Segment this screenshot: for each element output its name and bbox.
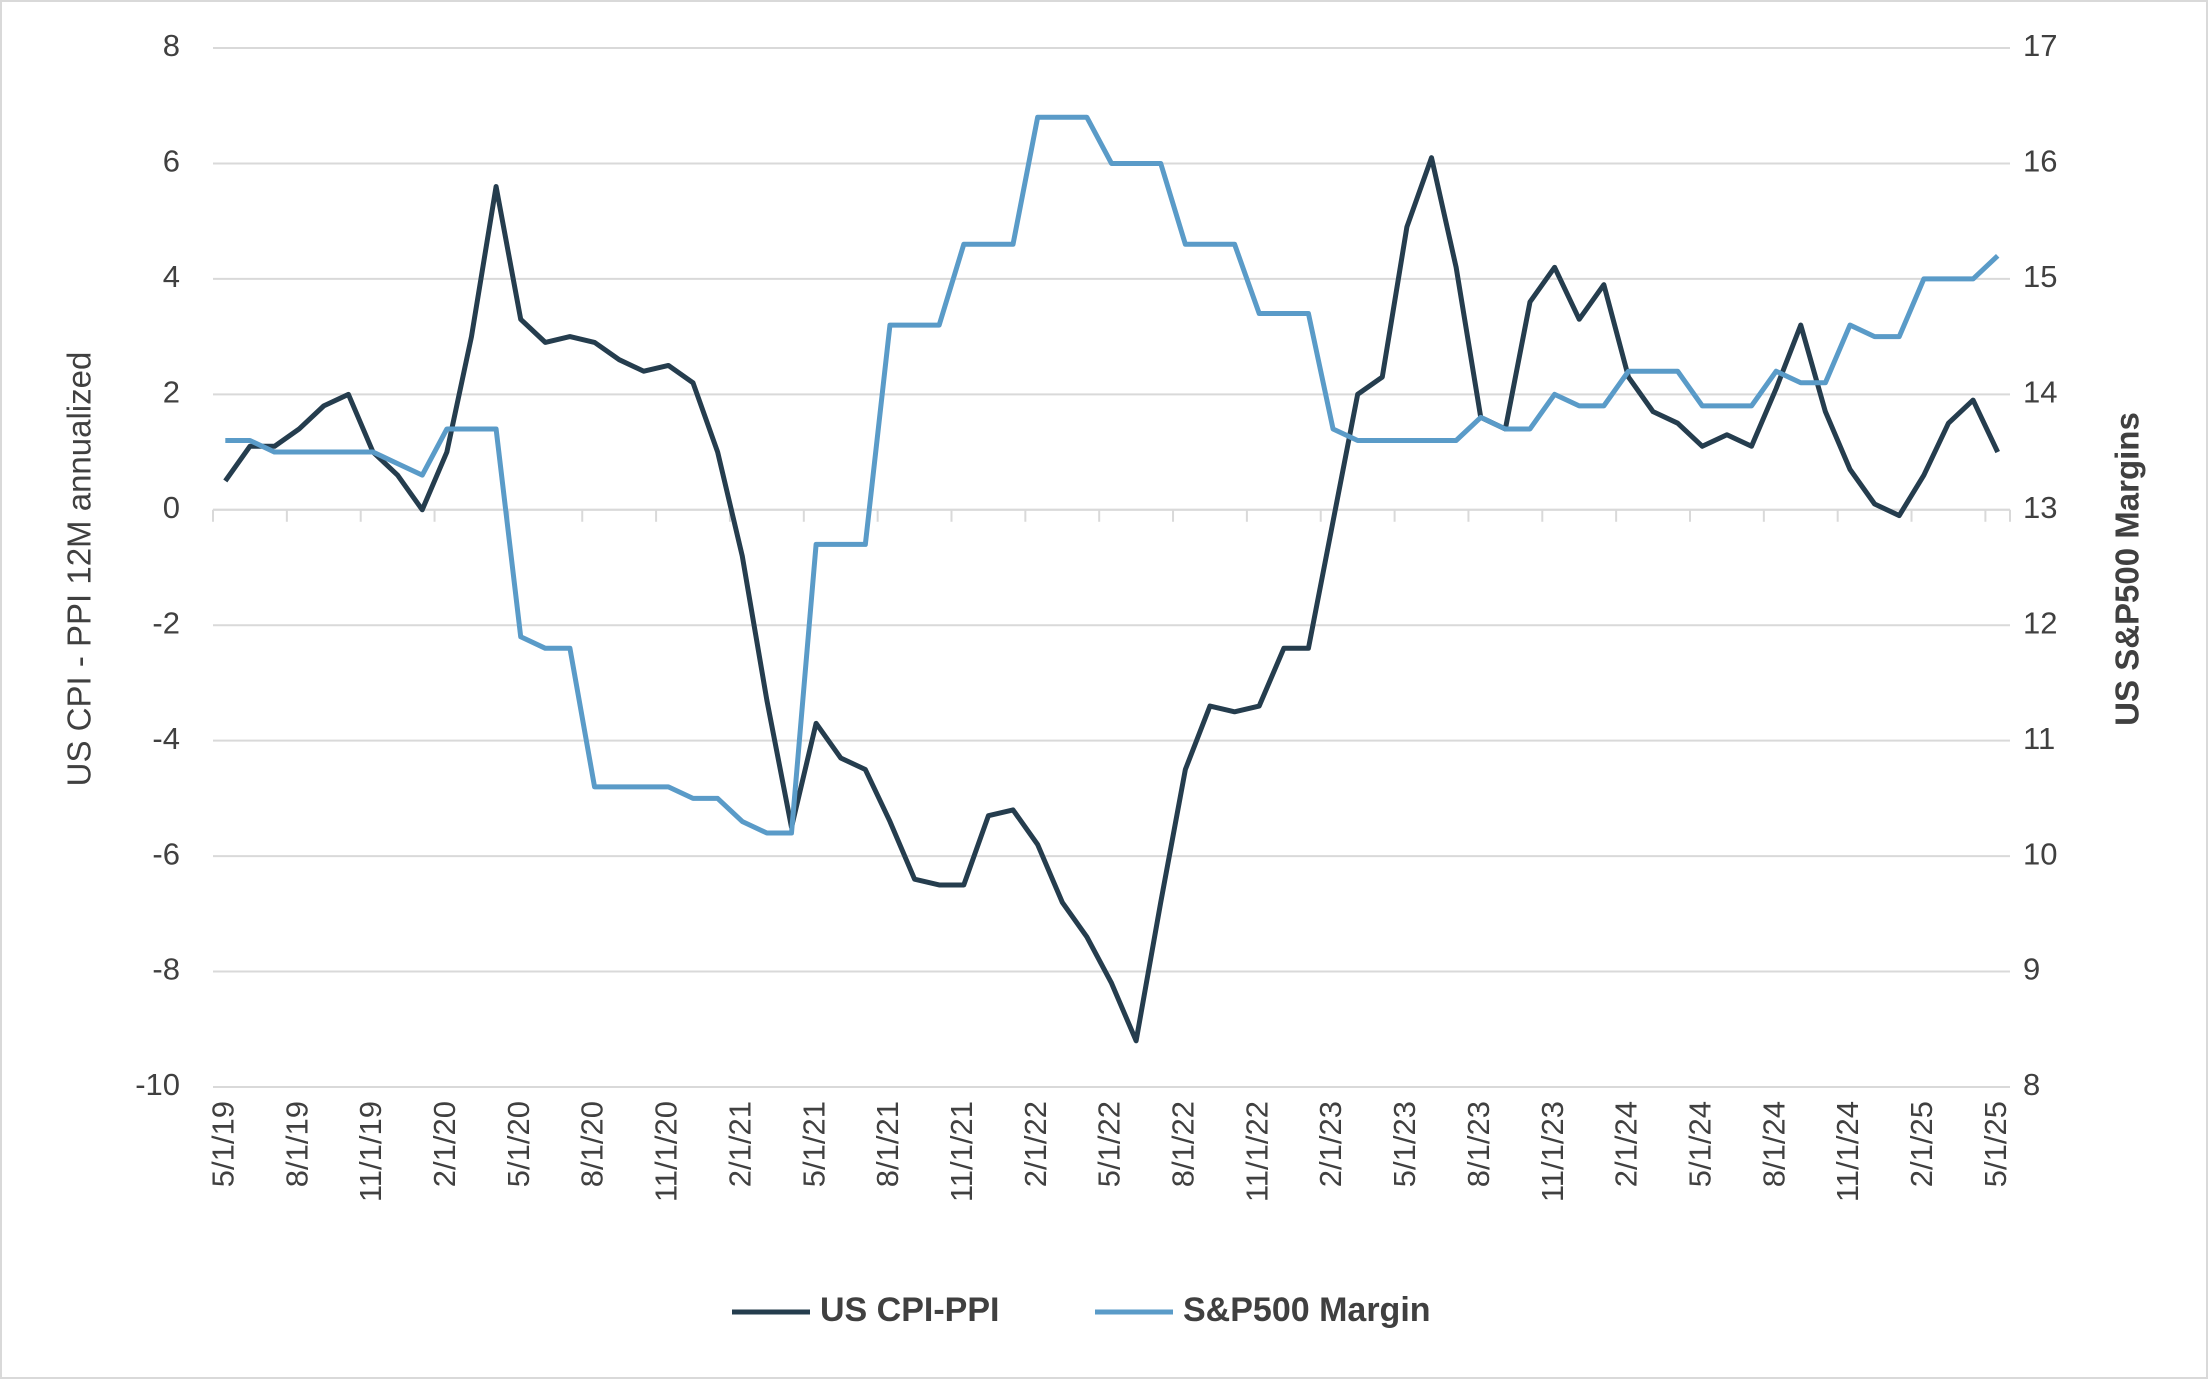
x-tick-label: 5/1/25 bbox=[1978, 1101, 2013, 1187]
x-tick-label: 5/1/20 bbox=[501, 1101, 536, 1187]
x-tick-label: 11/1/23 bbox=[1535, 1101, 1570, 1202]
y-tick-label: 6 bbox=[163, 144, 180, 179]
y2-tick-label: 10 bbox=[2023, 836, 2057, 871]
line-series bbox=[225, 114, 2000, 836]
x-tick-label: 2/1/24 bbox=[1609, 1101, 1644, 1187]
x-tick-label: 8/1/20 bbox=[575, 1101, 610, 1187]
y2-axis-title: US S&P500 Margins bbox=[2109, 412, 2146, 726]
x-tick-label: 11/1/20 bbox=[649, 1101, 684, 1202]
x-tick-label: 2/1/20 bbox=[427, 1101, 462, 1187]
y2-tick-label: 17 bbox=[2023, 28, 2057, 63]
x-tick-label: 2/1/21 bbox=[722, 1101, 757, 1187]
y-tick-label: -4 bbox=[152, 721, 180, 756]
line-series bbox=[223, 155, 2000, 1044]
x-tick-label: 2/1/22 bbox=[1018, 1101, 1053, 1187]
x-tick-label: 5/1/22 bbox=[1092, 1101, 1127, 1187]
legend-label: S&P500 Margin bbox=[1183, 1291, 1431, 1329]
x-tick-label: 8/1/24 bbox=[1756, 1101, 1791, 1187]
x-tick-label: 5/1/21 bbox=[796, 1101, 831, 1187]
y2-tick-label: 15 bbox=[2023, 259, 2057, 294]
x-tick-label: 2/1/25 bbox=[1904, 1101, 1939, 1187]
x-tick-label: 5/1/24 bbox=[1682, 1101, 1717, 1187]
y-tick-label: -8 bbox=[152, 952, 180, 987]
x-tick-label: 11/1/19 bbox=[353, 1101, 388, 1202]
y2-tick-label: 13 bbox=[2023, 490, 2057, 525]
y-tick-label: 8 bbox=[163, 28, 180, 63]
y-tick-label: -6 bbox=[152, 836, 180, 871]
y2-tick-label: 14 bbox=[2023, 375, 2057, 410]
x-tick-label: 5/1/23 bbox=[1387, 1101, 1422, 1187]
y2-tick-label: 16 bbox=[2023, 144, 2057, 179]
y-axis-title: US CPI - PPI 12M annualized bbox=[61, 352, 98, 787]
x-tick-label: 2/1/23 bbox=[1313, 1101, 1348, 1187]
x-tick-label: 8/1/22 bbox=[1166, 1101, 1201, 1187]
y-tick-label: -10 bbox=[135, 1067, 180, 1102]
y2-tick-label: 8 bbox=[2023, 1067, 2040, 1102]
x-tick-label: 11/1/22 bbox=[1239, 1101, 1274, 1202]
x-tick-label: 8/1/21 bbox=[870, 1101, 905, 1187]
y-tick-label: 4 bbox=[163, 259, 180, 294]
y-tick-label: 0 bbox=[163, 490, 180, 525]
x-tick-label: 11/1/21 bbox=[944, 1101, 979, 1202]
y-tick-label: 2 bbox=[163, 375, 180, 410]
x-tick-label: 5/1/19 bbox=[205, 1101, 240, 1187]
x-tick-label: 11/1/24 bbox=[1830, 1101, 1865, 1202]
y2-tick-label: 12 bbox=[2023, 605, 2057, 640]
y-tick-label: -2 bbox=[152, 605, 180, 640]
x-tick-label: 8/1/23 bbox=[1461, 1101, 1496, 1187]
x-tick-label: 8/1/19 bbox=[279, 1101, 314, 1187]
y2-tick-label: 11 bbox=[2023, 721, 2055, 756]
legend-label: US CPI-PPI bbox=[820, 1291, 999, 1329]
y2-tick-label: 9 bbox=[2023, 952, 2040, 987]
